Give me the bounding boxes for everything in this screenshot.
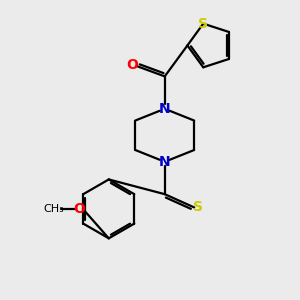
Text: O: O: [127, 58, 139, 72]
Text: O: O: [73, 202, 85, 216]
Text: S: S: [193, 200, 203, 214]
Text: CH₃: CH₃: [44, 204, 64, 214]
Text: N: N: [159, 102, 170, 116]
Text: S: S: [198, 16, 208, 31]
Text: N: N: [159, 155, 170, 169]
